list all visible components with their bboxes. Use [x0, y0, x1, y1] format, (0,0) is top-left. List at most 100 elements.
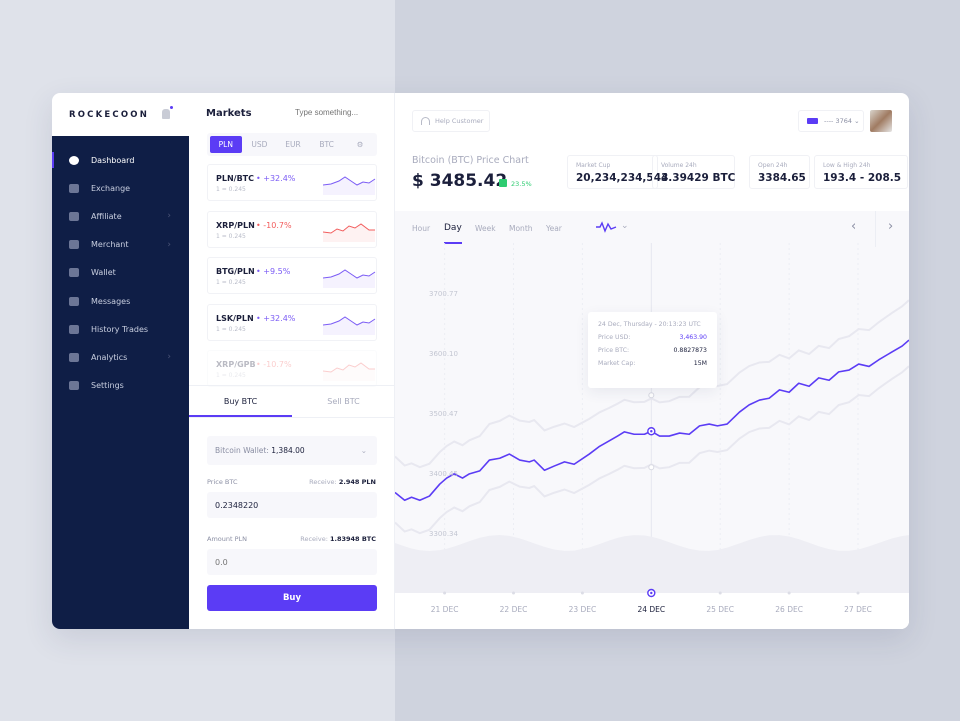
sidebar-item-analytics[interactable]: Analytics ›: [52, 346, 189, 368]
chart-type-icon[interactable]: [595, 221, 617, 233]
main-panel: Help Customer ---- 3764 ⌄ Bitcoin (BTC) …: [395, 93, 909, 629]
divider: [875, 211, 876, 247]
avatar[interactable]: [870, 110, 892, 132]
sidebar-item-history-trades[interactable]: History Trades: [52, 318, 189, 340]
tab-range-month[interactable]: Month: [509, 224, 533, 233]
lower-band-marker: [648, 464, 655, 471]
sidebar-item-settings[interactable]: Settings: [52, 375, 189, 397]
pair-rate: 1 = 0.245: [216, 233, 246, 240]
currency-tabs: PLN USD EUR BTC ⚙: [207, 133, 377, 156]
buy-button[interactable]: Buy: [207, 585, 377, 611]
notification-bell-icon[interactable]: [162, 106, 173, 119]
sidebar-item-affiliate[interactable]: Affiliate ›: [52, 205, 189, 227]
x-tick-marker-dot: [650, 591, 653, 595]
amount-label: Amount PLN: [207, 535, 248, 543]
sidebar-item-exchange[interactable]: Exchange: [52, 177, 189, 199]
sidebar: ROCKECOON Dashboard Exchange Affiliate › Mer…: [52, 93, 189, 629]
pair-rate: 1 = 0.245: [216, 372, 246, 379]
pair-rate: 1 = 0.245: [216, 326, 246, 333]
market-pair[interactable]: BTG/PLN • +9.5% 1 = 0.245: [207, 257, 377, 294]
pair-rate: 1 = 0.245: [216, 186, 246, 193]
exchange-icon: [69, 183, 79, 193]
y-tick-label: 3500.47: [429, 410, 458, 419]
pair-name: XRP/GPB: [216, 360, 256, 369]
x-tick-marker: [787, 591, 791, 595]
pair-name: PLN/BTC: [216, 174, 255, 183]
x-axis: [395, 593, 909, 629]
price-line: [395, 339, 909, 502]
y-tick-label: 3700.77: [429, 290, 458, 298]
brand-logo: ROCKECOON: [69, 109, 150, 120]
help-customer-button[interactable]: Help Customer: [412, 110, 490, 132]
x-tick-marker: [580, 591, 584, 595]
market-pair[interactable]: PLN/BTC • +32.4% 1 = 0.245: [207, 164, 377, 201]
tab-range-day[interactable]: Day: [444, 223, 462, 244]
analytics-icon: [69, 352, 79, 362]
tab-range-year[interactable]: Year: [546, 224, 562, 233]
sidebar-nav: Dashboard Exchange Affiliate › Merchant › Wall…: [52, 136, 189, 629]
x-tick-label: 21 DEC: [430, 605, 459, 614]
current-price: $ 3485.42: [412, 171, 508, 191]
price-chart[interactable]: [395, 243, 909, 603]
sidebar-item-label: Merchant: [91, 240, 129, 250]
tab-buy-btc[interactable]: Buy BTC: [189, 386, 292, 417]
sidebar-item-label: Settings: [91, 381, 124, 391]
x-tick-marker: [443, 591, 447, 595]
y-tick-label: 3300.34: [429, 530, 458, 539]
markets-panel: Markets PLN USD EUR BTC ⚙ PLN/BTC• +32.4% 1 =…: [189, 93, 395, 629]
tab-currency-pln[interactable]: PLN: [210, 136, 242, 153]
chevron-right-icon: ›: [167, 239, 171, 250]
tab-sell-btc[interactable]: Sell BTC: [327, 397, 360, 406]
wallet-select[interactable]: Bitcoin Wallet: 1,384.00 ⌄: [207, 436, 377, 465]
market-pair[interactable]: LSK/PLN • +32.4% 1 = 0.245: [207, 304, 377, 341]
pair-change: • +32.4%: [256, 174, 296, 183]
market-pair[interactable]: XRP/PLN • -10.7% 1 = 0.245: [207, 211, 377, 248]
y-tick-label: 3600.10: [429, 350, 458, 359]
sparkline: [323, 176, 376, 195]
highlighted-point-dot: [650, 430, 653, 433]
sidebar-item-merchant[interactable]: Merchant ›: [52, 234, 189, 256]
x-tick-label: 23 DEC: [568, 605, 597, 614]
tab-range-week[interactable]: Week: [475, 224, 496, 233]
sidebar-item-label: Wallet: [91, 268, 116, 278]
basket-icon: [69, 240, 79, 250]
sparkline: [323, 269, 376, 288]
chevron-right-icon[interactable]: ›: [888, 219, 894, 234]
sidebar-item-messages[interactable]: Messages: [52, 290, 189, 312]
stat-card: Volume 24h 4.39429 BTC: [652, 155, 735, 189]
tab-currency-eur[interactable]: EUR: [285, 140, 301, 149]
stat-label: Low & High 24h: [823, 162, 871, 169]
price-input[interactable]: [207, 492, 377, 518]
pair-change: • +9.5%: [256, 267, 291, 276]
pair-change: • -10.7%: [256, 221, 292, 230]
x-tick-marker: [718, 591, 722, 595]
stat-label: Volume 24h: [661, 162, 697, 169]
sidebar-item-wallet[interactable]: Wallet: [52, 262, 189, 284]
chevron-left-icon[interactable]: ‹: [851, 219, 857, 234]
tab-range-hour[interactable]: Hour: [412, 224, 431, 233]
amount-input[interactable]: [207, 549, 377, 575]
sidebar-item-dashboard[interactable]: Dashboard: [52, 149, 189, 171]
market-pair[interactable]: XRP/GPB • -10.7% 1 = 0.245: [207, 350, 377, 387]
pair-name: BTG/PLN: [216, 267, 255, 276]
gear-icon[interactable]: ⚙: [356, 140, 364, 149]
search-input[interactable]: [295, 108, 385, 117]
stat-card: Market Cup 20,234,234,543: [567, 155, 668, 189]
x-tick-label: 22 DEC: [499, 605, 528, 614]
tab-currency-btc[interactable]: BTC: [319, 140, 334, 149]
stat-value: 3384.65: [758, 172, 806, 184]
account-select[interactable]: ---- 3764 ⌄: [798, 110, 864, 132]
markets-title: Markets: [206, 108, 252, 119]
x-tick-label: 25 DEC: [706, 605, 735, 614]
chevron-down-icon[interactable]: ⌄: [621, 221, 629, 231]
chevron-right-icon: ›: [167, 211, 171, 222]
sparkline: [323, 316, 376, 335]
pair-rate: 1 = 0.245: [216, 279, 246, 286]
amount-receive: Receive: 1.83948 BTC: [300, 535, 376, 543]
pair-name: LSK/PLN: [216, 314, 254, 323]
lower-band-line: [395, 365, 909, 535]
sparkline: [323, 223, 375, 242]
tab-currency-usd[interactable]: USD: [251, 140, 268, 149]
volume-area: [395, 535, 909, 593]
sidebar-item-label: Messages: [91, 296, 131, 306]
